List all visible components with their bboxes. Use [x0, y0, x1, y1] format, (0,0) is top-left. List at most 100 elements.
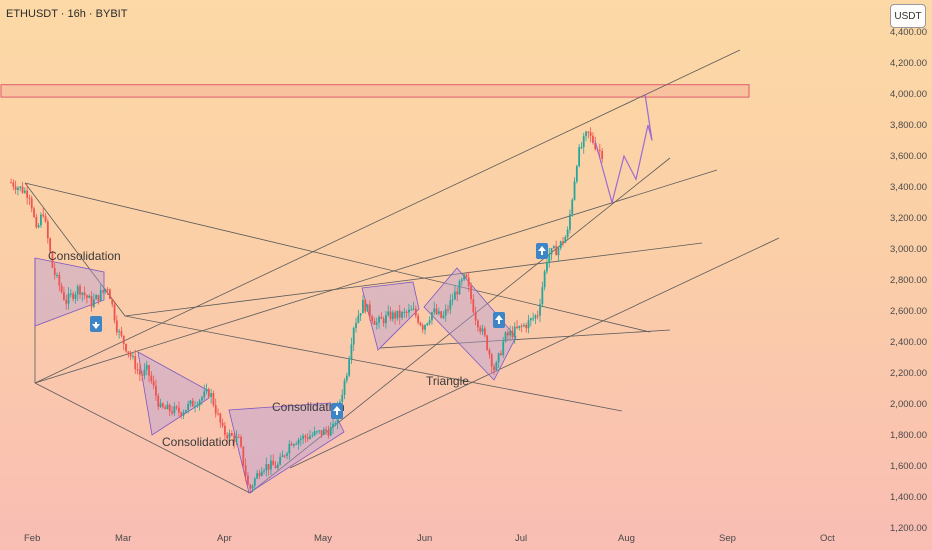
candle-body: [580, 147, 583, 149]
candle-body: [28, 197, 31, 199]
candle-body: [589, 132, 592, 136]
candle-body: [274, 465, 277, 469]
candle-body: [552, 246, 555, 249]
candle-body: [164, 407, 167, 410]
candle-body: [555, 246, 558, 256]
currency-unit-button[interactable]: USDT: [890, 4, 926, 28]
x-tick-label: Feb: [24, 533, 40, 544]
candle-body: [532, 318, 535, 320]
candle-body: [76, 286, 79, 295]
candle-body: [426, 323, 429, 326]
trend-line: [124, 315, 623, 412]
candle-body: [433, 308, 436, 313]
candle-body: [571, 199, 574, 215]
candle-body: [364, 299, 367, 312]
candle-body: [322, 429, 325, 435]
candle-body: [421, 325, 424, 330]
candle-body: [14, 186, 17, 190]
candle-body: [161, 403, 164, 408]
candle-body: [272, 460, 275, 466]
candle-body: [17, 187, 19, 190]
candle-body: [109, 289, 111, 300]
candle-body: [562, 241, 564, 243]
candle-body: [325, 429, 328, 432]
candle-body: [251, 485, 254, 489]
candle-body: [173, 406, 176, 414]
candle-body: [178, 407, 180, 413]
candle-body: [134, 356, 137, 370]
y-tick-label: 3,000.00: [890, 244, 927, 255]
candle-body: [265, 464, 268, 471]
candle-body: [189, 400, 192, 404]
candle-body: [283, 455, 286, 457]
candle-body: [454, 291, 456, 300]
candle-body: [520, 325, 523, 327]
candle-body: [203, 391, 206, 398]
candle-body: [389, 311, 392, 320]
candle-body: [150, 375, 153, 382]
candle-body: [191, 400, 194, 407]
candle-body: [159, 403, 162, 407]
candle-body: [44, 216, 47, 222]
candle-body: [276, 464, 279, 469]
x-tick-label: May: [314, 533, 332, 544]
trend-line: [34, 382, 251, 494]
trend-line: [24, 182, 126, 317]
candle-body: [175, 406, 178, 408]
x-tick-label: Sep: [719, 533, 736, 544]
candle-body: [564, 237, 567, 243]
candle-body: [214, 405, 217, 414]
candle-body: [573, 181, 576, 200]
candle-body: [51, 251, 54, 268]
candle-body: [541, 287, 544, 305]
candle-body: [69, 293, 72, 295]
candle-body: [106, 289, 109, 291]
candle-body: [431, 312, 433, 321]
candle-body: [233, 435, 236, 443]
candle-body: [115, 320, 118, 333]
candle-body: [99, 290, 102, 301]
candle-body: [237, 436, 240, 438]
candle-body: [37, 225, 40, 228]
candle-body: [40, 214, 42, 226]
candle-body: [502, 341, 505, 356]
candle-body: [481, 328, 484, 332]
candle-body: [118, 331, 121, 333]
candle-body: [281, 455, 284, 457]
pattern-label: Consolidation: [162, 435, 235, 449]
candle-body: [12, 182, 15, 187]
candle-body: [467, 277, 470, 287]
candle-body: [90, 295, 93, 307]
consolidation-pattern: [423, 267, 517, 381]
candle-body: [401, 312, 403, 318]
candle-body: [256, 473, 259, 479]
consolidation-pattern: [228, 402, 345, 494]
candle-body: [168, 404, 171, 412]
candle-body: [187, 403, 190, 410]
candle-body: [493, 366, 495, 371]
candle-body: [155, 385, 157, 396]
candle-body: [488, 349, 491, 355]
candle-body: [341, 394, 344, 402]
candle-body: [318, 430, 321, 432]
trend-line: [379, 329, 671, 349]
candle-body: [523, 324, 525, 327]
trend-line: [34, 169, 718, 384]
arrow-up-icon: [495, 315, 503, 320]
candle-body: [35, 216, 38, 228]
trend-line: [289, 237, 780, 469]
y-tick-label: 3,200.00: [890, 213, 927, 224]
candle-body: [288, 443, 291, 454]
candle-body: [226, 434, 229, 439]
candle-body: [550, 248, 553, 255]
candle-body: [180, 412, 183, 416]
candle-body: [387, 311, 390, 316]
candle-body: [414, 308, 417, 316]
candle-body: [463, 274, 466, 280]
candle-body: [21, 186, 24, 193]
candle-body: [391, 312, 394, 320]
consolidation-pattern: [137, 351, 210, 436]
candle-body: [534, 315, 537, 319]
candle-body: [327, 431, 330, 436]
